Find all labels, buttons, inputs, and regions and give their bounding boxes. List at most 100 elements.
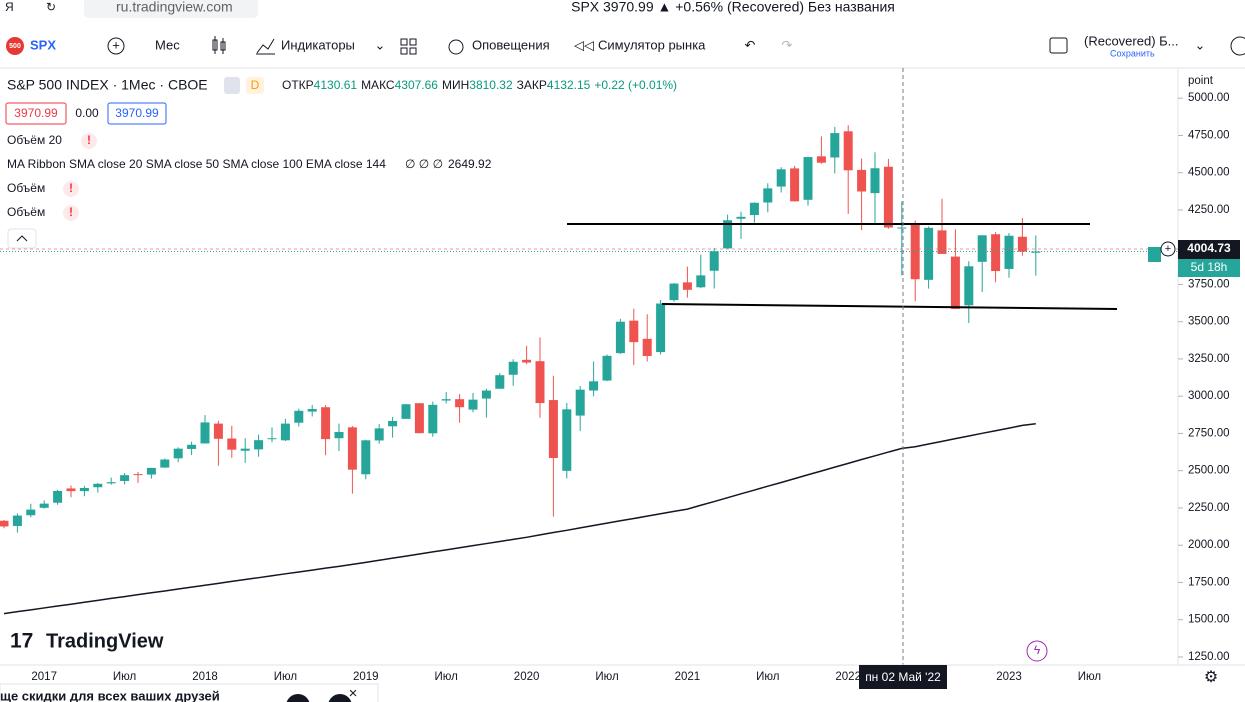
candle-body bbox=[562, 409, 572, 471]
promo-button[interactable] bbox=[286, 694, 310, 702]
high-label: МАКС bbox=[361, 78, 395, 92]
volume-legend: Объём bbox=[7, 205, 45, 219]
open-value: 4130.61 bbox=[314, 78, 358, 92]
templates-icon[interactable] bbox=[400, 38, 417, 55]
y-tick-label: 2250.00 bbox=[1188, 502, 1230, 514]
x-tick-label: 2023 bbox=[996, 671, 1022, 683]
candle-body bbox=[642, 338, 652, 356]
candle-body bbox=[240, 448, 250, 451]
replay[interactable]: Симулятор рынка bbox=[598, 37, 706, 52]
candle-body bbox=[133, 474, 143, 476]
y-tick-label: 1750.00 bbox=[1188, 576, 1230, 588]
candle-body bbox=[294, 410, 304, 423]
candle-body bbox=[0, 520, 9, 527]
y-tick-label: 2500.00 bbox=[1188, 465, 1230, 477]
candle-body bbox=[816, 156, 826, 163]
candle-body bbox=[790, 168, 800, 202]
x-tick-label: Июл bbox=[435, 671, 458, 683]
axis-unit: point bbox=[1188, 75, 1214, 87]
candle-body bbox=[267, 438, 277, 440]
profile[interactable] bbox=[1230, 36, 1245, 56]
warn-bg bbox=[63, 205, 79, 221]
ohlc-legend: ОТКР4130.61 МАКС4307.66 МИН3810.32 ЗАКР4132… bbox=[282, 78, 677, 92]
layout-dropdown[interactable]: ⌄ bbox=[1195, 37, 1206, 52]
add-order[interactable] bbox=[1160, 241, 1176, 257]
open-label: ОТКР bbox=[282, 78, 314, 92]
y-tick-label: 1250.00 bbox=[1188, 651, 1230, 663]
candle-body bbox=[615, 321, 625, 354]
x-tick-label: 2020 bbox=[514, 671, 540, 683]
warn[interactable]: ! bbox=[87, 133, 91, 147]
candle-body bbox=[857, 169, 867, 192]
volume-legend: Объём bbox=[7, 181, 45, 195]
candle-body bbox=[321, 407, 331, 440]
series-marker bbox=[1148, 247, 1161, 262]
y-tick-label: 3250.00 bbox=[1188, 353, 1230, 365]
y-tick-label: 5000.00 bbox=[1188, 92, 1230, 104]
url-box[interactable] bbox=[84, 0, 258, 18]
candle-body bbox=[200, 422, 210, 444]
countdown-bg bbox=[1178, 259, 1240, 277]
close-label: ЗАКР bbox=[517, 78, 547, 92]
low-label: МИН bbox=[442, 78, 469, 92]
indicators[interactable]: Индикаторы bbox=[281, 37, 355, 52]
candle-body bbox=[749, 202, 759, 216]
promo-button[interactable] bbox=[328, 694, 352, 702]
y-tick-label: 2750.00 bbox=[1188, 427, 1230, 439]
settings[interactable]: ⚙ bbox=[1204, 669, 1218, 686]
candle-body bbox=[79, 487, 89, 492]
save[interactable]: Сохранить bbox=[1110, 48, 1155, 58]
candle-body bbox=[401, 404, 411, 419]
collapse-legend[interactable] bbox=[7, 228, 37, 249]
candle-body bbox=[146, 467, 156, 475]
candle-body bbox=[508, 361, 518, 375]
lightning[interactable] bbox=[1026, 640, 1048, 662]
candle-body bbox=[736, 216, 746, 219]
bid-box[interactable] bbox=[5, 102, 67, 125]
dropdown[interactable]: ⌄ bbox=[375, 37, 386, 52]
ma-value: 2649.92 bbox=[448, 157, 492, 171]
candle-body bbox=[897, 227, 907, 229]
undo[interactable]: ↶ bbox=[745, 37, 756, 52]
candle-body bbox=[924, 227, 934, 280]
warn[interactable]: ! bbox=[69, 181, 73, 195]
ask-box[interactable] bbox=[107, 102, 167, 125]
candle-body bbox=[39, 503, 49, 508]
symbol-logo bbox=[6, 37, 24, 55]
warn-bg bbox=[63, 181, 79, 197]
layout-icon[interactable] bbox=[1049, 37, 1068, 54]
candle-body bbox=[120, 475, 130, 481]
x-axis: 2017 Июл 2018 Июл 2019 Июл 2020 Июл 2021 Июл 2022 2… bbox=[31, 671, 1101, 683]
candle-body bbox=[548, 400, 558, 459]
alerts[interactable]: Оповещения bbox=[472, 37, 550, 52]
candle-body bbox=[723, 220, 733, 249]
candle-body bbox=[575, 389, 585, 416]
price-axis bbox=[1178, 69, 1245, 665]
level-line[interactable] bbox=[661, 303, 1118, 310]
interval[interactable]: Мес bbox=[155, 37, 180, 52]
redo[interactable]: ↷ bbox=[782, 37, 793, 52]
add-symbol[interactable] bbox=[107, 37, 125, 55]
symbol-badge: 500 bbox=[9, 43, 21, 50]
candle-body bbox=[910, 224, 920, 280]
candle-body bbox=[696, 275, 706, 288]
warn[interactable]: ! bbox=[69, 205, 73, 219]
close-value: 4132.15 bbox=[547, 78, 591, 92]
chart-type-icon[interactable] bbox=[212, 36, 226, 54]
symbol[interactable]: SPX bbox=[30, 37, 56, 52]
y-tick-label: 1500.00 bbox=[1188, 614, 1230, 626]
candle-body bbox=[589, 381, 599, 391]
candle-body bbox=[843, 131, 853, 171]
reload[interactable]: ↻ bbox=[46, 0, 56, 14]
candle-body bbox=[669, 283, 679, 301]
x-tick-label: Июл bbox=[1078, 671, 1101, 683]
crosshair-label: пн 02 Май '22 bbox=[865, 670, 941, 684]
legend-title: S&P 500 INDEX · 1Мес · CBOE bbox=[7, 77, 208, 93]
x-tick-label: 2021 bbox=[675, 671, 701, 683]
logo-mark: 17 bbox=[10, 630, 33, 653]
promo-close[interactable]: × bbox=[349, 685, 358, 702]
browser-icon: Я bbox=[5, 0, 14, 14]
layout-name[interactable]: (Recovered) Б... bbox=[1084, 33, 1179, 48]
candle-body bbox=[522, 359, 532, 363]
